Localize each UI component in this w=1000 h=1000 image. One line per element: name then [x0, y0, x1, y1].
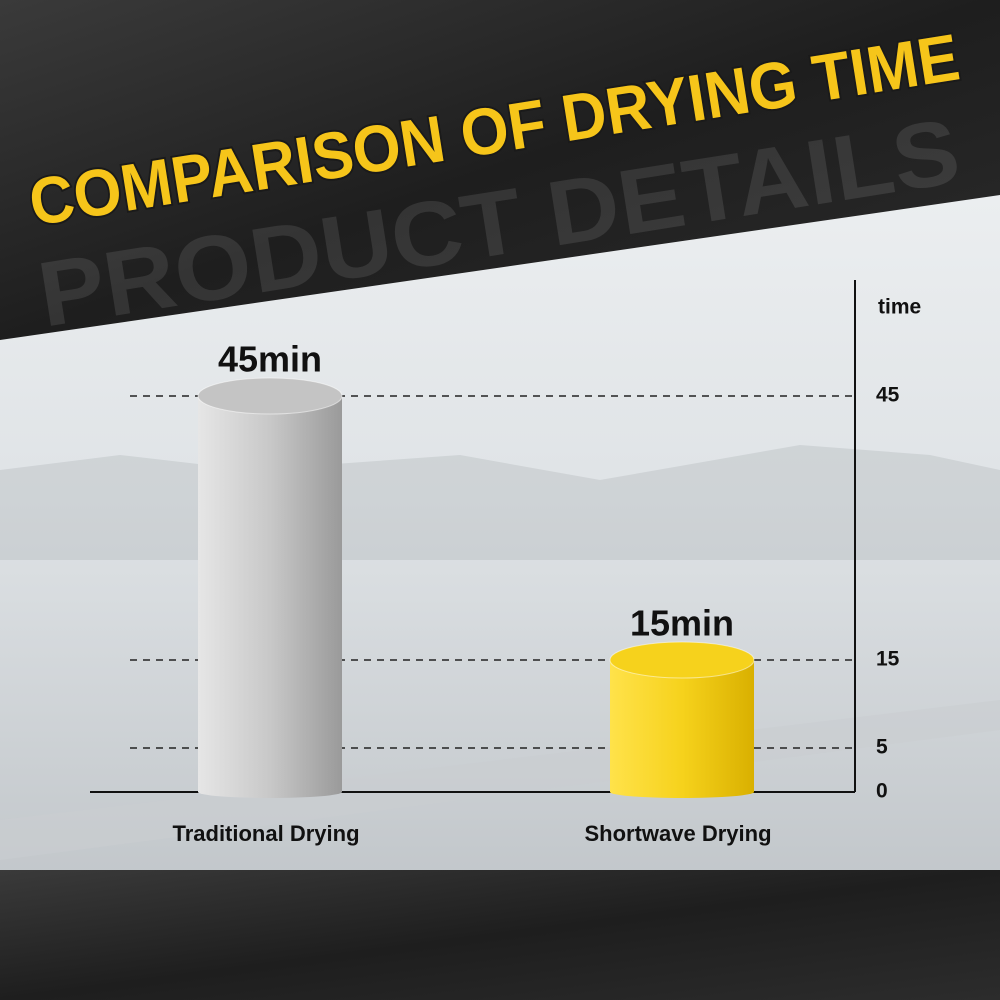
bar-cap — [197, 377, 343, 415]
y-tick-label: 5 — [876, 736, 888, 759]
y-tick-label: 0 — [876, 780, 888, 803]
mountains — [0, 445, 1000, 560]
bar — [610, 660, 754, 792]
value-label: 45min — [218, 339, 322, 380]
x-tick-label: Shortwave Drying — [584, 821, 771, 846]
top-band — [0, 0, 1000, 340]
x-tick-label: Traditional Drying — [172, 821, 359, 846]
y-tick-label: 15 — [876, 648, 900, 671]
value-label: 15min — [630, 603, 734, 644]
bar-cap — [609, 641, 755, 679]
bar — [198, 396, 342, 792]
y-tick-label: 45 — [876, 384, 900, 407]
y-axis-label: time — [878, 296, 921, 319]
bottom-band — [0, 870, 1000, 1000]
